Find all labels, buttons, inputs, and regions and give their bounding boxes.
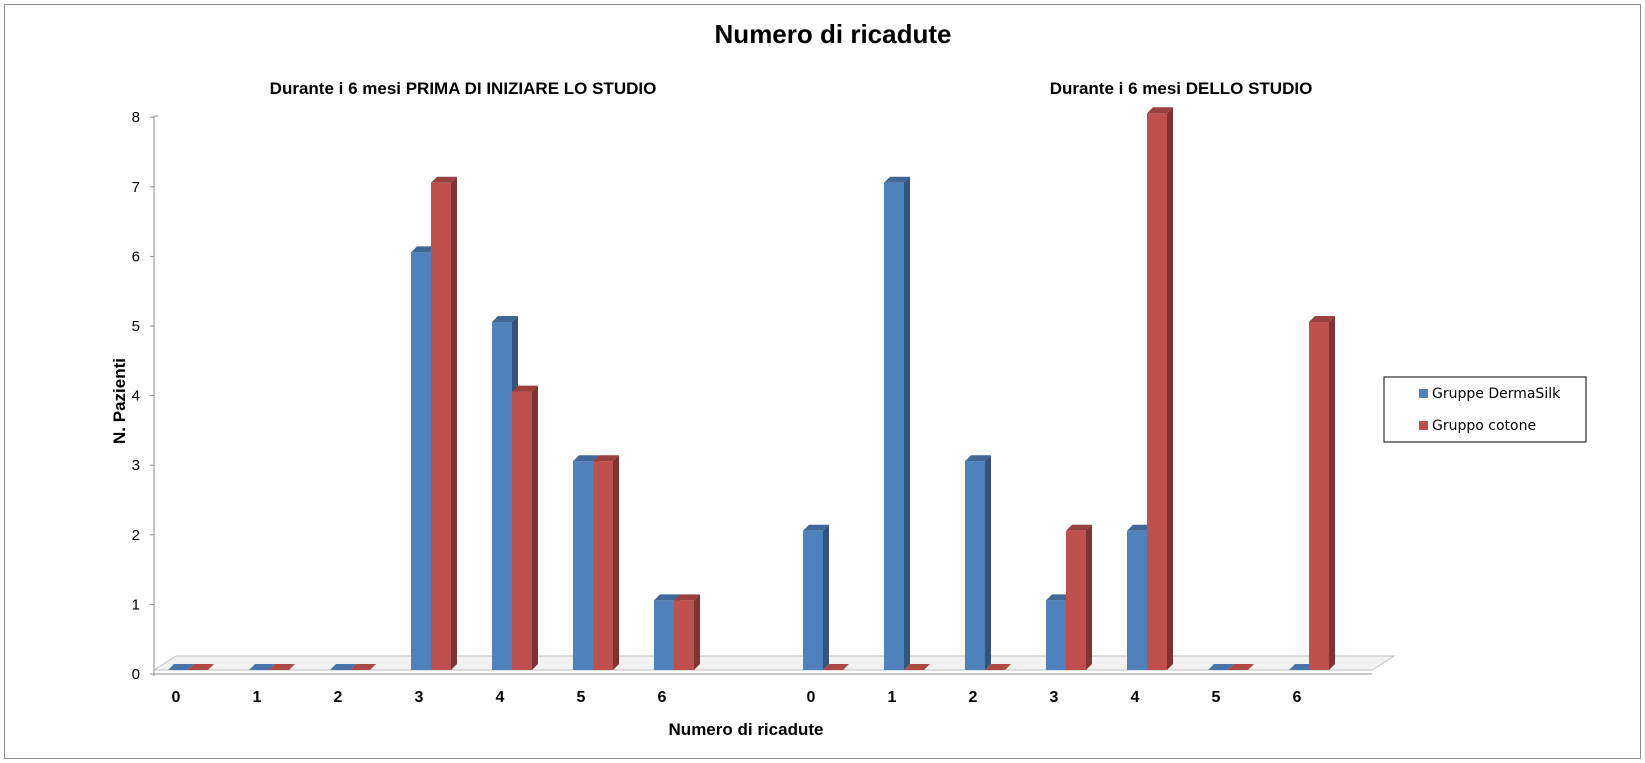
y-tick-labels: 0 1 2 3 4 5 6 7 8 (132, 109, 154, 683)
bar (330, 664, 356, 670)
subtitle-before-study: Durante i 6 mesi PRIMA DI INIZIARE LO ST… (270, 79, 657, 98)
bars (168, 107, 1335, 671)
y-tick-label: 8 (132, 109, 140, 126)
x-tick-label: 6 (1293, 689, 1302, 706)
y-tick-label: 5 (132, 318, 140, 335)
bar (1228, 664, 1254, 670)
x-tick-label: 4 (496, 689, 505, 706)
x-tick-label: 2 (969, 689, 978, 706)
legend-label-cotone: Gruppo cotone (1432, 418, 1536, 434)
bar (512, 385, 538, 670)
bar (188, 664, 214, 670)
x-tick-label: 1 (253, 689, 262, 706)
bar (350, 664, 376, 670)
legend-label-dermasilk: Gruppe DermaSilk (1432, 386, 1561, 402)
bar (803, 524, 829, 670)
x-tick-label: 2 (334, 689, 343, 706)
x-axis-label: Numero di ricadute (669, 720, 824, 739)
bar (269, 664, 295, 670)
bar (1147, 107, 1173, 670)
bar (674, 594, 700, 670)
y-tick-label: 3 (132, 457, 140, 474)
y-tick-label: 7 (132, 179, 140, 196)
bar (823, 664, 849, 670)
x-tick-label: 5 (577, 689, 586, 706)
y-tick-label: 0 (132, 666, 140, 683)
legend-box (1383, 376, 1587, 443)
bar (904, 664, 930, 670)
legend: Gruppe DermaSilk Gruppo cotone (1383, 376, 1587, 443)
bar (593, 455, 619, 670)
bar (985, 664, 1011, 670)
bar (1289, 664, 1315, 670)
bar (965, 455, 991, 670)
x-tick-label: 6 (658, 689, 667, 706)
axes (152, 115, 1396, 676)
bar (1309, 316, 1335, 670)
x-tick-label: 3 (1050, 689, 1059, 706)
x-tick-label: 1 (888, 689, 897, 706)
chart-title: Numero di ricadute (715, 19, 952, 49)
x-tick-label: 0 (807, 689, 816, 706)
x-tick-label: 4 (1131, 689, 1140, 706)
bar (884, 176, 910, 671)
y-tick-label: 1 (132, 596, 140, 613)
bar (168, 664, 194, 670)
y-tick-label: 2 (132, 527, 140, 544)
x-tick-label: 3 (415, 689, 424, 706)
legend-swatch-dermasilk (1419, 389, 1428, 398)
y-tick-label: 6 (132, 248, 140, 265)
bar (1066, 524, 1092, 670)
bar (1208, 664, 1234, 670)
y-axis-label: N. Pazienti (110, 358, 129, 444)
subtitle-during-study: Durante i 6 mesi DELLO STUDIO (1050, 79, 1313, 98)
bar (431, 176, 457, 671)
bar (249, 664, 275, 670)
y-tick-label: 4 (132, 388, 140, 405)
x-tick-labels: 0 1 2 3 4 5 6 0 1 2 3 4 5 6 (172, 689, 1302, 706)
x-tick-label: 0 (172, 689, 181, 706)
x-tick-label: 5 (1212, 689, 1221, 706)
legend-swatch-cotone (1419, 421, 1428, 430)
